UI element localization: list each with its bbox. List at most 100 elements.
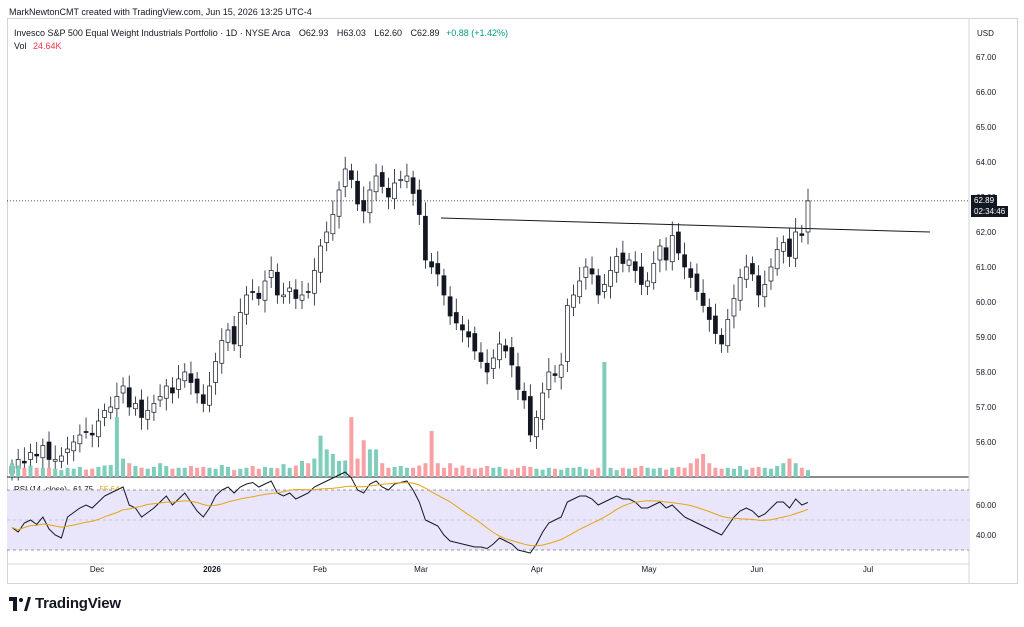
volume-bar	[645, 467, 650, 477]
candle-body	[589, 268, 595, 275]
candle-body	[89, 432, 95, 436]
candle-body	[194, 378, 200, 394]
candle-body	[478, 352, 484, 362]
volume-bar	[608, 467, 613, 477]
volume-bar	[182, 467, 187, 477]
candle-body	[620, 252, 626, 264]
candle-body	[176, 378, 181, 390]
candle-body	[318, 245, 323, 273]
volume-bar	[633, 467, 638, 477]
candle-body	[460, 324, 465, 331]
candle-body	[719, 334, 724, 345]
y-tick-label: 64.00	[976, 158, 997, 167]
tradingview-logo[interactable]: TradingView	[9, 595, 121, 612]
volume-bar	[374, 449, 379, 477]
volume-bar	[16, 465, 21, 477]
rsi-value: 61.75	[73, 485, 94, 494]
y-tick-label: 66.00	[976, 88, 997, 97]
candle-body	[787, 238, 792, 257]
volume-bar	[300, 460, 305, 477]
y-tick-label: 58.00	[976, 368, 997, 377]
volume-bar	[701, 454, 706, 477]
volume-bar	[744, 469, 749, 477]
volume-bar	[460, 465, 465, 477]
candle-body	[799, 233, 805, 236]
volume-bar	[688, 463, 693, 477]
volume-bar	[90, 468, 95, 477]
candle-body	[484, 362, 490, 373]
volume-bar	[84, 469, 89, 477]
candle-body	[379, 172, 385, 187]
candle-body	[139, 399, 144, 418]
rsi-ma-value: 55.64	[99, 485, 120, 494]
volume-bar	[312, 458, 317, 477]
candle-body	[416, 189, 422, 215]
candle-body	[805, 200, 811, 233]
x-tick-label: Jun	[751, 565, 764, 574]
volume-bar	[491, 467, 496, 477]
volume-bar	[404, 467, 409, 477]
last-price-label: 62.89	[971, 195, 998, 206]
volume-bar	[577, 466, 582, 477]
currency-label[interactable]: USD	[977, 29, 994, 38]
candle-body	[768, 266, 774, 282]
volume-bar	[281, 464, 286, 477]
resistance-trendline	[440, 217, 931, 233]
volume-bar	[151, 466, 156, 477]
low-value: L62.60	[374, 28, 402, 38]
volume-bar	[793, 463, 798, 477]
candle-body	[213, 361, 218, 383]
symbol-title[interactable]: Invesco S&P 500 Equal Weight Industrials…	[14, 28, 291, 38]
candle-body	[472, 333, 478, 352]
candle-body	[71, 441, 77, 452]
rsi-label[interactable]: RSI (14, close)	[14, 485, 67, 494]
volume-bar	[528, 466, 533, 477]
volume-bar	[707, 463, 712, 477]
volume-bar	[176, 467, 181, 477]
candle-body	[355, 180, 360, 205]
candle-body	[77, 434, 83, 445]
volume-bar	[207, 467, 212, 477]
candle-body	[676, 231, 681, 254]
volume-bar	[139, 467, 144, 477]
volume-bar	[787, 458, 792, 477]
candle-body	[756, 275, 761, 296]
volume-bar	[65, 467, 70, 477]
candle-body	[336, 189, 342, 217]
volume-bar	[540, 469, 545, 477]
candle-body	[651, 263, 657, 284]
candle-body	[34, 453, 40, 457]
rsi-ma-line	[11, 482, 809, 547]
candle-body	[731, 298, 737, 317]
volume-bar	[219, 465, 224, 477]
candle-body	[120, 385, 126, 394]
candle-body	[737, 277, 743, 301]
candle-body	[40, 445, 46, 459]
candle-body	[157, 396, 163, 401]
volume-bar	[293, 465, 298, 477]
volume-bar	[725, 467, 730, 477]
candle-body	[367, 189, 373, 214]
volume-bar	[756, 466, 761, 477]
candle-body	[287, 287, 293, 292]
candle-body	[429, 261, 434, 268]
candle-body	[21, 460, 27, 464]
volume-bar	[713, 467, 718, 477]
candle-body	[108, 406, 114, 413]
volume-bar	[188, 465, 193, 477]
candle-body	[312, 270, 317, 294]
volume-bar	[515, 467, 520, 477]
candle-body	[453, 312, 459, 324]
candle-body	[244, 294, 249, 315]
volume-label[interactable]: Vol	[14, 41, 27, 51]
candle-body	[700, 292, 706, 306]
candle-body	[410, 177, 416, 194]
x-tick-label: Jul	[863, 565, 873, 574]
candle-body	[231, 326, 237, 345]
volume-bar	[670, 467, 675, 477]
volume-bar	[28, 465, 33, 477]
volume-bar	[170, 468, 175, 477]
candle-body	[540, 392, 546, 420]
rsi-tick-label: 40.00	[976, 531, 997, 540]
